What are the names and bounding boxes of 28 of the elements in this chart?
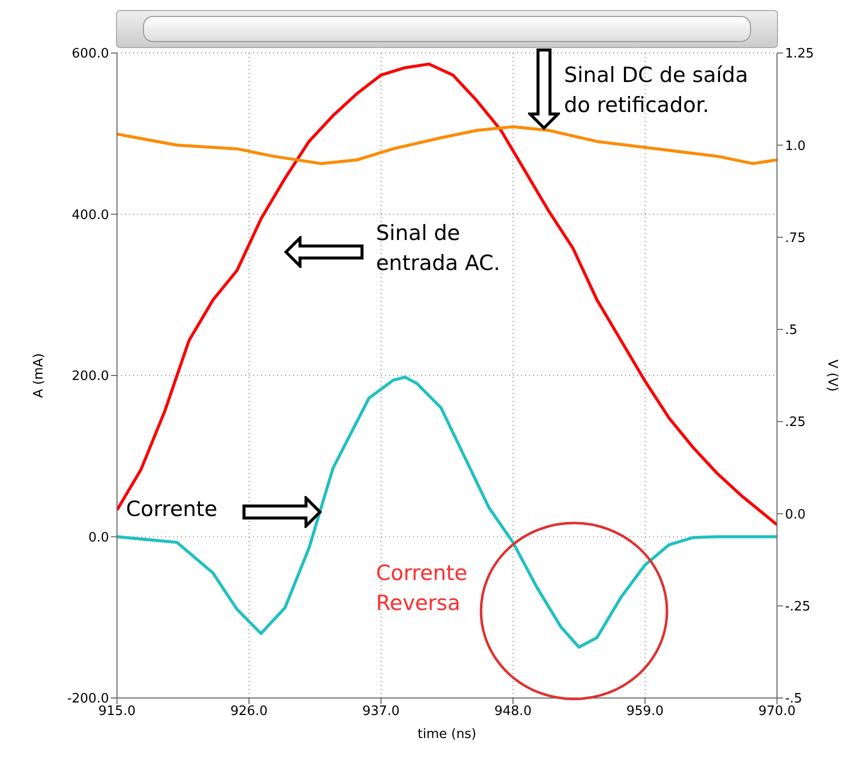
- x-axis-title: time (ns): [418, 727, 476, 742]
- annotation: Corrente: [126, 496, 218, 523]
- y-tick-label: 600.0: [72, 46, 109, 62]
- x-tick-label: 926.0: [230, 704, 268, 720]
- y2-tick-label: .25: [785, 415, 806, 430]
- y2-tick-label: 1.0: [785, 138, 806, 154]
- y2-tick-label: 1.25: [785, 46, 814, 62]
- x-tick-label: 970.0: [758, 704, 796, 720]
- x-tick-label: 959.0: [626, 704, 664, 720]
- line-series: [117, 125, 777, 166]
- line-series: [117, 376, 777, 649]
- y2-tick-label: .75: [785, 230, 806, 246]
- y-tick-label: 0.0: [88, 530, 109, 546]
- y2-tick-label: -.25: [785, 599, 810, 614]
- annotation: Corrente Reversa: [376, 560, 468, 617]
- y-tick-label: 200.0: [72, 369, 109, 384]
- y2-tick-label: .5: [785, 323, 798, 338]
- line-series: [117, 62, 777, 526]
- annotation: Sinal de entrada AC.: [376, 220, 502, 277]
- y2-tick-label: 0.0: [785, 507, 806, 522]
- y2-axis-title: V (V): [824, 359, 840, 392]
- x-tick-label: 937.0: [362, 704, 400, 720]
- y-axis-title: A (mA): [32, 353, 47, 398]
- x-tick-label: 915.0: [98, 704, 136, 720]
- x-tick-label: 948.0: [494, 704, 532, 720]
- y2-tick-label: -.5: [785, 692, 802, 707]
- annotation: Sinal DC de saída do retificador.: [564, 62, 750, 119]
- y-tick-label: 400.0: [72, 208, 109, 223]
